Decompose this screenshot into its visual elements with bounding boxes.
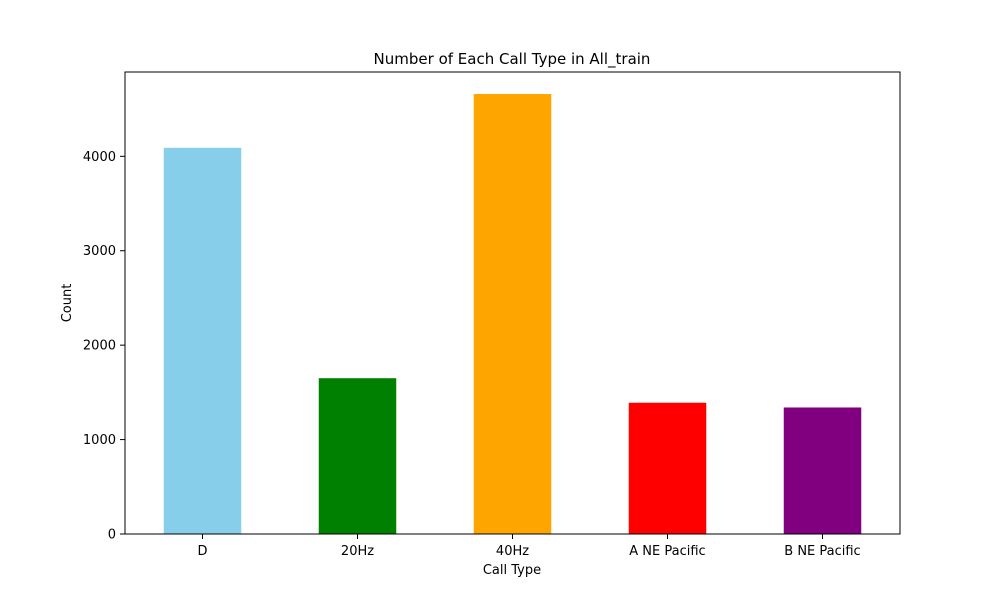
x-tick-label: 20Hz — [341, 544, 374, 559]
y-tick-label: 0 — [108, 528, 116, 543]
x-tick-label: A NE Pacific — [629, 544, 705, 559]
x-axis-label: Call Type — [483, 563, 541, 578]
chart-title: Number of Each Call Type in All_train — [374, 50, 651, 69]
x-axis: D 20Hz 40Hz A NE Pacific B NE Pacific — [197, 534, 861, 559]
bar-group — [163, 94, 862, 534]
x-tick-label: 40Hz — [496, 544, 529, 559]
bar-40hz — [473, 94, 552, 534]
x-tick-label: D — [197, 544, 207, 559]
y-tick-label: 2000 — [83, 339, 116, 354]
bar-b-ne-pacific — [783, 407, 862, 534]
y-axis: 0 1000 2000 3000 4000 — [83, 150, 125, 543]
y-tick-label: 4000 — [83, 150, 116, 165]
bar-d — [163, 147, 242, 534]
y-tick-label: 3000 — [83, 244, 116, 259]
bar-20hz — [318, 378, 397, 534]
bar-a-ne-pacific — [628, 402, 707, 534]
y-axis-label: Count — [60, 284, 75, 323]
x-tick-label: B NE Pacific — [784, 544, 860, 559]
y-tick-label: 1000 — [83, 433, 116, 448]
